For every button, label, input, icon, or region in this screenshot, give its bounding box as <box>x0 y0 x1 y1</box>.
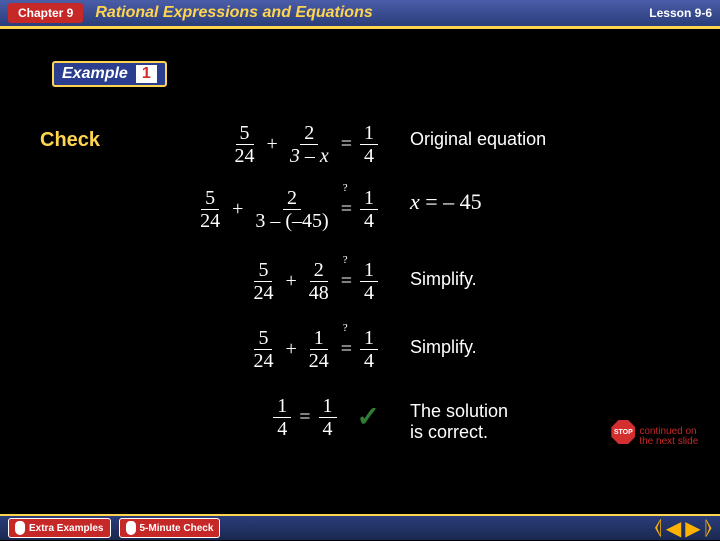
equation-row-3: 524 + 248 ?= 14 <box>150 247 380 315</box>
end-slide-text: End of slide— continued on the next slid… <box>639 417 706 447</box>
chapter-tab: Chapter 9 <box>8 3 83 23</box>
five-minute-check-button[interactable]: 5-Minute Check <box>119 518 221 538</box>
extra-examples-button[interactable]: Extra Examples <box>8 518 111 538</box>
equations-column: 524 + 23 – x = 14 524 + 23 – (–45) ?= 14… <box>150 117 380 451</box>
content-area: Example 1 Check 524 + 23 – x = 14 524 + … <box>0 29 720 509</box>
anno-simplify-1: Simplify. <box>410 269 650 337</box>
equation-row-4: 524 + 124 ?= 14 <box>150 315 380 383</box>
anno-xvalue: x = – 45 <box>410 189 650 269</box>
check-heading: Check <box>40 129 100 152</box>
mouse-icon <box>126 521 136 535</box>
header-bar: Chapter 9 Rational Expressions and Equat… <box>0 0 720 26</box>
example-label: Example <box>62 65 128 83</box>
equation-row-1: 524 + 23 – x = 14 <box>150 117 380 172</box>
annotations-column: Original equation x = – 45 Simplify. Sim… <box>410 129 650 443</box>
page-title: Rational Expressions and Equations <box>95 4 649 22</box>
equation-row-2: 524 + 23 – (–45) ?= 14 <box>150 172 380 247</box>
anno-simplify-2: Simplify. <box>410 337 650 401</box>
anno-original: Original equation <box>410 129 650 189</box>
stop-icon: STOP <box>611 420 635 444</box>
lesson-label: Lesson 9-6 <box>649 6 712 20</box>
nav-prev-icon[interactable]: ◀ <box>666 516 681 541</box>
end-of-slide: STOP End of slide— continued on the next… <box>611 417 706 447</box>
example-tab: Example 1 <box>52 61 167 87</box>
nav-next-icon[interactable]: ▶ <box>685 516 700 541</box>
mouse-icon <box>15 521 25 535</box>
example-number: 1 <box>136 65 157 83</box>
bottom-bar: Extra Examples 5-Minute Check ⦉ ◀ ▶ ⦊ <box>0 514 720 540</box>
nav-first-icon[interactable]: ⦉ <box>655 516 662 541</box>
nav-arrows: ⦉ ◀ ▶ ⦊ <box>655 516 712 541</box>
check-icon: ✓ <box>357 400 380 434</box>
equation-row-5: 14 = 14 ✓ <box>150 383 380 451</box>
nav-last-icon[interactable]: ⦊ <box>705 516 712 541</box>
